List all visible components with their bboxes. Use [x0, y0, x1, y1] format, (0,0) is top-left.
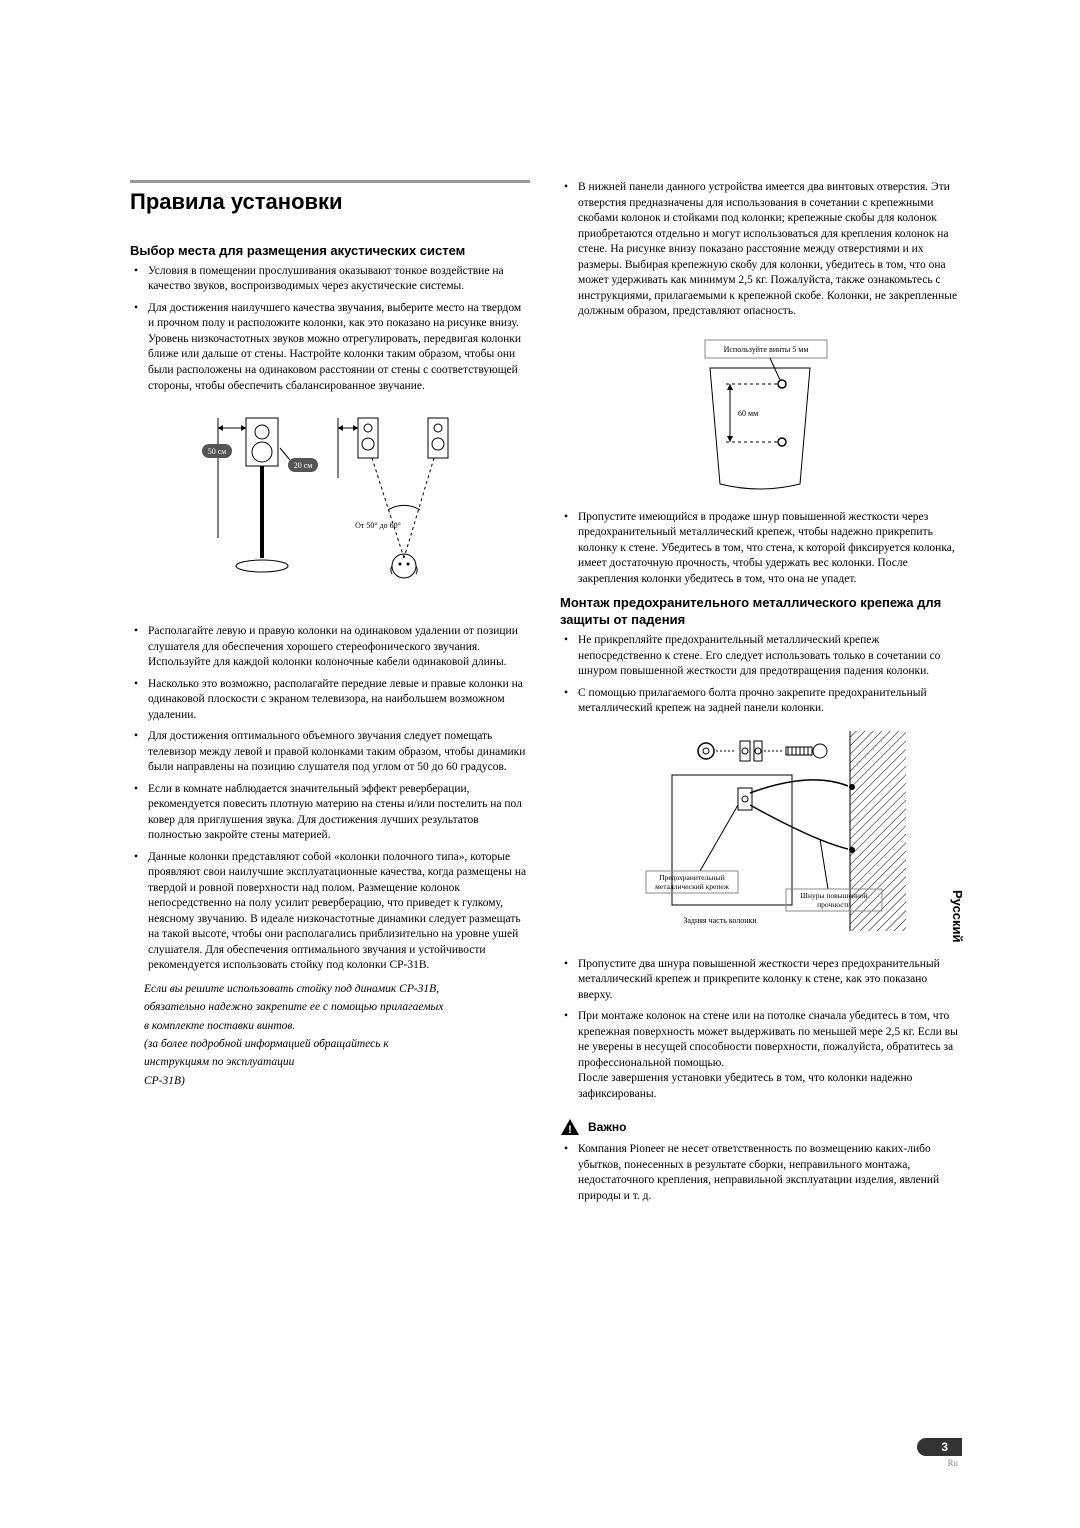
bullet: Не прикрепляйте предохранительный металл…	[574, 633, 960, 680]
bullet: Условия в помещении прослушивания оказыв…	[144, 264, 530, 295]
page-lang-code: Ru	[917, 1458, 962, 1468]
svg-text:!: !	[568, 1124, 572, 1136]
bullet: Компания Pioneer не несет ответственност…	[574, 1142, 960, 1204]
bullet: Располагайте левую и правую колонки на о…	[144, 624, 530, 671]
bullet: Данные колонки представляют собой «колон…	[144, 850, 530, 974]
page-title: Правила установки	[130, 180, 530, 215]
label-back: Задняя часть колонки	[683, 916, 757, 925]
important-heading: ! Важно	[560, 1118, 960, 1136]
placement-list-1: Условия в помещении прослушивания оказыв…	[130, 264, 530, 394]
label-screws: Используйте винты 5 мм	[724, 345, 809, 354]
label-60mm: 60 мм	[738, 409, 758, 418]
page-number: 3	[917, 1438, 962, 1456]
figure-back-panel: Используйте винты 5 мм 60 мм	[560, 334, 960, 494]
bullet: В нижней панели данного устройства имеет…	[574, 180, 960, 320]
bullet: Если в комнате наблюдается значительный …	[144, 782, 530, 844]
language-tab: Русский	[950, 890, 965, 943]
important-label: Важно	[588, 1120, 626, 1134]
bullet: Пропустите имеющийся в продаже шнур повы…	[574, 510, 960, 588]
label-clamp: Предохранительный	[659, 873, 724, 882]
label-cords: Шнуры повышенной	[800, 891, 867, 900]
heading-placement: Выбор места для размещения акустических …	[130, 243, 530, 260]
heading-mount: Монтаж предохранительного металлического…	[560, 595, 960, 629]
label-angle: От 50° до 60°	[355, 521, 401, 530]
bullet: Пропустите два шнура повышенной жесткост…	[574, 957, 960, 1004]
bullet: При монтаже колонок на стене или на пото…	[574, 1009, 960, 1102]
placement-list-2: Располагайте левую и правую колонки на о…	[130, 624, 530, 974]
bullet: Насколько это возможно, располагайте пер…	[144, 677, 530, 724]
mount-list-1: В нижней панели данного устройства имеет…	[560, 180, 960, 320]
svg-text:металлический крепеж: металлический крепеж	[655, 882, 730, 891]
label-20cm: 20 см	[294, 461, 313, 470]
label-50cm: 50 см	[208, 447, 227, 456]
svg-text:прочности: прочности	[817, 900, 851, 909]
mount-list-4: Пропустите два шнура повышенной жесткост…	[560, 957, 960, 1103]
bullet: Для достижения наилучшего качества звуча…	[144, 301, 530, 394]
warning-icon: !	[560, 1118, 580, 1136]
mount-list-3: Не прикрепляйте предохранительный металл…	[560, 633, 960, 717]
figure-safety-clamp: Предохранительный металлический крепеж Ш…	[560, 731, 960, 941]
left-column: Правила установки Выбор места для размещ…	[130, 180, 530, 1210]
bullet: Для достижения оптимального объемного зв…	[144, 729, 530, 776]
page-footer: 3 Ru	[917, 1438, 962, 1468]
figure-speaker-layout: 50 см 20 см	[130, 408, 530, 608]
important-list: Компания Pioneer не несет ответственност…	[560, 1142, 960, 1204]
italic-note: Если вы решите использовать стойку под д…	[130, 980, 530, 1090]
bullet: С помощью прилагаемого болта прочно закр…	[574, 686, 960, 717]
mount-list-2: Пропустите имеющийся в продаже шнур повы…	[560, 510, 960, 588]
right-column: В нижней панели данного устройства имеет…	[560, 180, 960, 1210]
